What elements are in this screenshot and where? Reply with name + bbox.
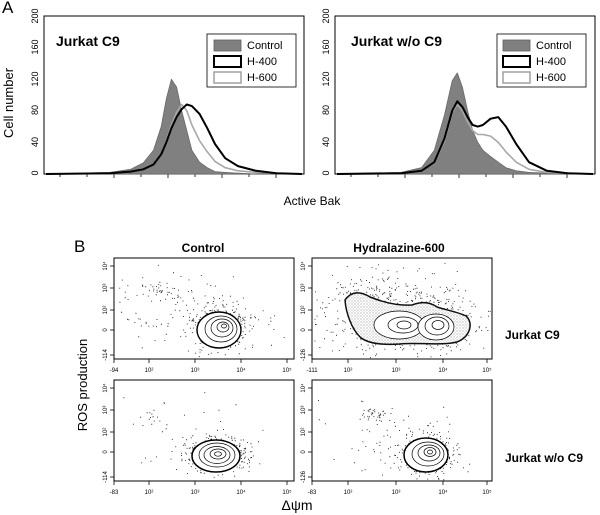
- histogram-series-h-400: [45, 103, 303, 175]
- y-tick-label: 10²: [301, 306, 307, 315]
- x-tick-label: -83: [110, 490, 119, 496]
- y-tick-label: 10³: [103, 284, 109, 293]
- y-tick-label: 0: [103, 450, 109, 454]
- column-title-hydralazine: Hydralazine-600: [353, 241, 445, 255]
- x-axis-label-active-bak: Active Bak: [284, 194, 342, 208]
- y-axis-label-ros: ROS production: [75, 339, 90, 432]
- y-tick-label: 10³: [301, 284, 307, 293]
- x-tick-label: 10⁵: [282, 367, 292, 374]
- y-tick-label: 200: [30, 8, 40, 23]
- legend-swatch-control: [213, 39, 242, 52]
- x-tick-label: 10⁴: [438, 489, 448, 496]
- histogram-title: Jurkat w/o C9: [351, 33, 442, 49]
- column-title-control: Control: [182, 241, 225, 255]
- panel-label-b: B: [74, 237, 85, 256]
- legend-swatch-h600: [502, 71, 531, 84]
- contour-plot-control-jurkat-wo-c9: -83 10² 10³ 10⁴ 10⁵ -114 0 10² 10³ 10⁴: [102, 379, 295, 496]
- panel-label-a: A: [2, 0, 14, 17]
- y-tick-label: 10⁴: [102, 261, 109, 271]
- contour-lines: [196, 311, 242, 349]
- y-tick-label: 40: [30, 137, 40, 147]
- histogram-series-control: [336, 72, 594, 175]
- x-tick-label: 10⁴: [438, 367, 448, 374]
- y-tick-label: 120: [30, 71, 40, 86]
- y-tick-label: 0: [30, 170, 40, 175]
- legend-swatch-control: [502, 39, 531, 52]
- y-tick-label: 160: [30, 39, 40, 54]
- x-tick-label: 10²: [344, 490, 353, 496]
- y-tick-label: 200: [321, 8, 331, 23]
- y-tick-label: -126: [301, 348, 307, 361]
- contour-plot-hydralazine-jurkat-c9: -111 10² 10³ 10⁴ 10⁵ -126 0 10² 10³ 10⁴: [300, 257, 493, 374]
- contour-lines: [403, 437, 449, 473]
- legend: Control H-400 H-600: [496, 33, 587, 88]
- y-tick-label: 10²: [103, 306, 109, 315]
- x-tick-label: 10²: [145, 490, 154, 496]
- y-tick-label: -126: [301, 470, 307, 483]
- y-tick-label: 10²: [103, 428, 109, 437]
- row-title-jurkat-wo-c9: Jurkat w/o C9: [505, 451, 583, 465]
- y-tick-label: 80: [321, 105, 331, 115]
- y-tick-label: -114: [103, 471, 109, 483]
- x-tick-label: -94: [110, 368, 119, 374]
- histogram-series-h-400: [336, 100, 594, 175]
- y-tick-label: 10⁴: [102, 383, 109, 393]
- contour-lines: [373, 310, 455, 341]
- y-tick-label: 10⁴: [300, 261, 307, 271]
- y-tick-label: 40: [321, 137, 331, 147]
- contour-plot-control-jurkat-c9: -94 10² 10³ 10⁴ 10⁵ -114 0 10² 10³ 10⁴: [102, 257, 295, 374]
- x-tick-label: 10³: [191, 368, 200, 374]
- row-title-jurkat-c9: Jurkat C9: [505, 328, 560, 342]
- legend-label-h600: H-600: [536, 72, 566, 84]
- y-axis-label-cell-number: Cell number: [1, 67, 16, 138]
- y-tick-label: 10²: [301, 428, 307, 437]
- legend: Control H-400 H-600: [206, 33, 297, 88]
- y-tick-label: -114: [103, 349, 109, 361]
- legend-label-h400: H-400: [536, 56, 566, 68]
- legend-label-control: Control: [536, 40, 571, 52]
- y-tick-label: 80: [30, 105, 40, 115]
- legend-swatch-h600: [213, 71, 242, 84]
- legend-swatch-h400: [213, 55, 242, 68]
- contour-plot-hydralazine-jurkat-wo-c9: -83 10² 10³ 10⁴ 10⁵ -126 0 10² 10³ 10⁴: [300, 379, 493, 496]
- event-dots: [119, 264, 285, 357]
- x-tick-label: 10⁵: [282, 489, 292, 496]
- histogram-title: Jurkat C9: [56, 33, 120, 49]
- histogram-jurkat-wo-c9: 0 40 80 120 160 200 Jurkat w/o C9 Contro…: [321, 8, 596, 178]
- legend-label-control: Control: [247, 40, 282, 52]
- x-tick-label: 10⁵: [482, 489, 492, 496]
- y-tick-label: 10³: [103, 406, 109, 415]
- y-tick-label: 0: [301, 450, 307, 454]
- x-tick-label: 10³: [392, 368, 401, 374]
- x-tick-label: 10³: [392, 490, 401, 496]
- x-tick-label: -83: [308, 490, 317, 496]
- x-tick-label: 10⁴: [236, 367, 246, 374]
- x-tick-label: 10³: [191, 490, 200, 496]
- x-tick-label: 10²: [145, 368, 154, 374]
- y-tick-label: 0: [321, 170, 331, 175]
- x-tick-label: 10²: [344, 368, 353, 374]
- y-tick-label: 0: [301, 328, 307, 332]
- y-tick-label: 0: [103, 328, 109, 332]
- x-axis-label-delta-psi: Δψm: [282, 497, 313, 513]
- y-tick-label: 160: [321, 39, 331, 54]
- y-tick-label: 10⁴: [300, 383, 307, 393]
- y-tick-label: 120: [321, 71, 331, 86]
- x-tick-label: 10⁵: [482, 367, 492, 374]
- legend-label-h600: H-600: [247, 72, 277, 84]
- contour-lines: [191, 439, 241, 473]
- y-tick-label: 10³: [301, 406, 307, 415]
- legend-label-h400: H-400: [247, 56, 277, 68]
- legend-swatch-h400: [502, 55, 531, 68]
- histogram-series-control: [45, 78, 303, 175]
- x-tick-label: 10⁴: [236, 489, 246, 496]
- x-tick-label: -111: [306, 368, 318, 374]
- histogram-jurkat-c9: 0 40 80 120 160 200 Jurkat C9 Control H-…: [30, 8, 305, 178]
